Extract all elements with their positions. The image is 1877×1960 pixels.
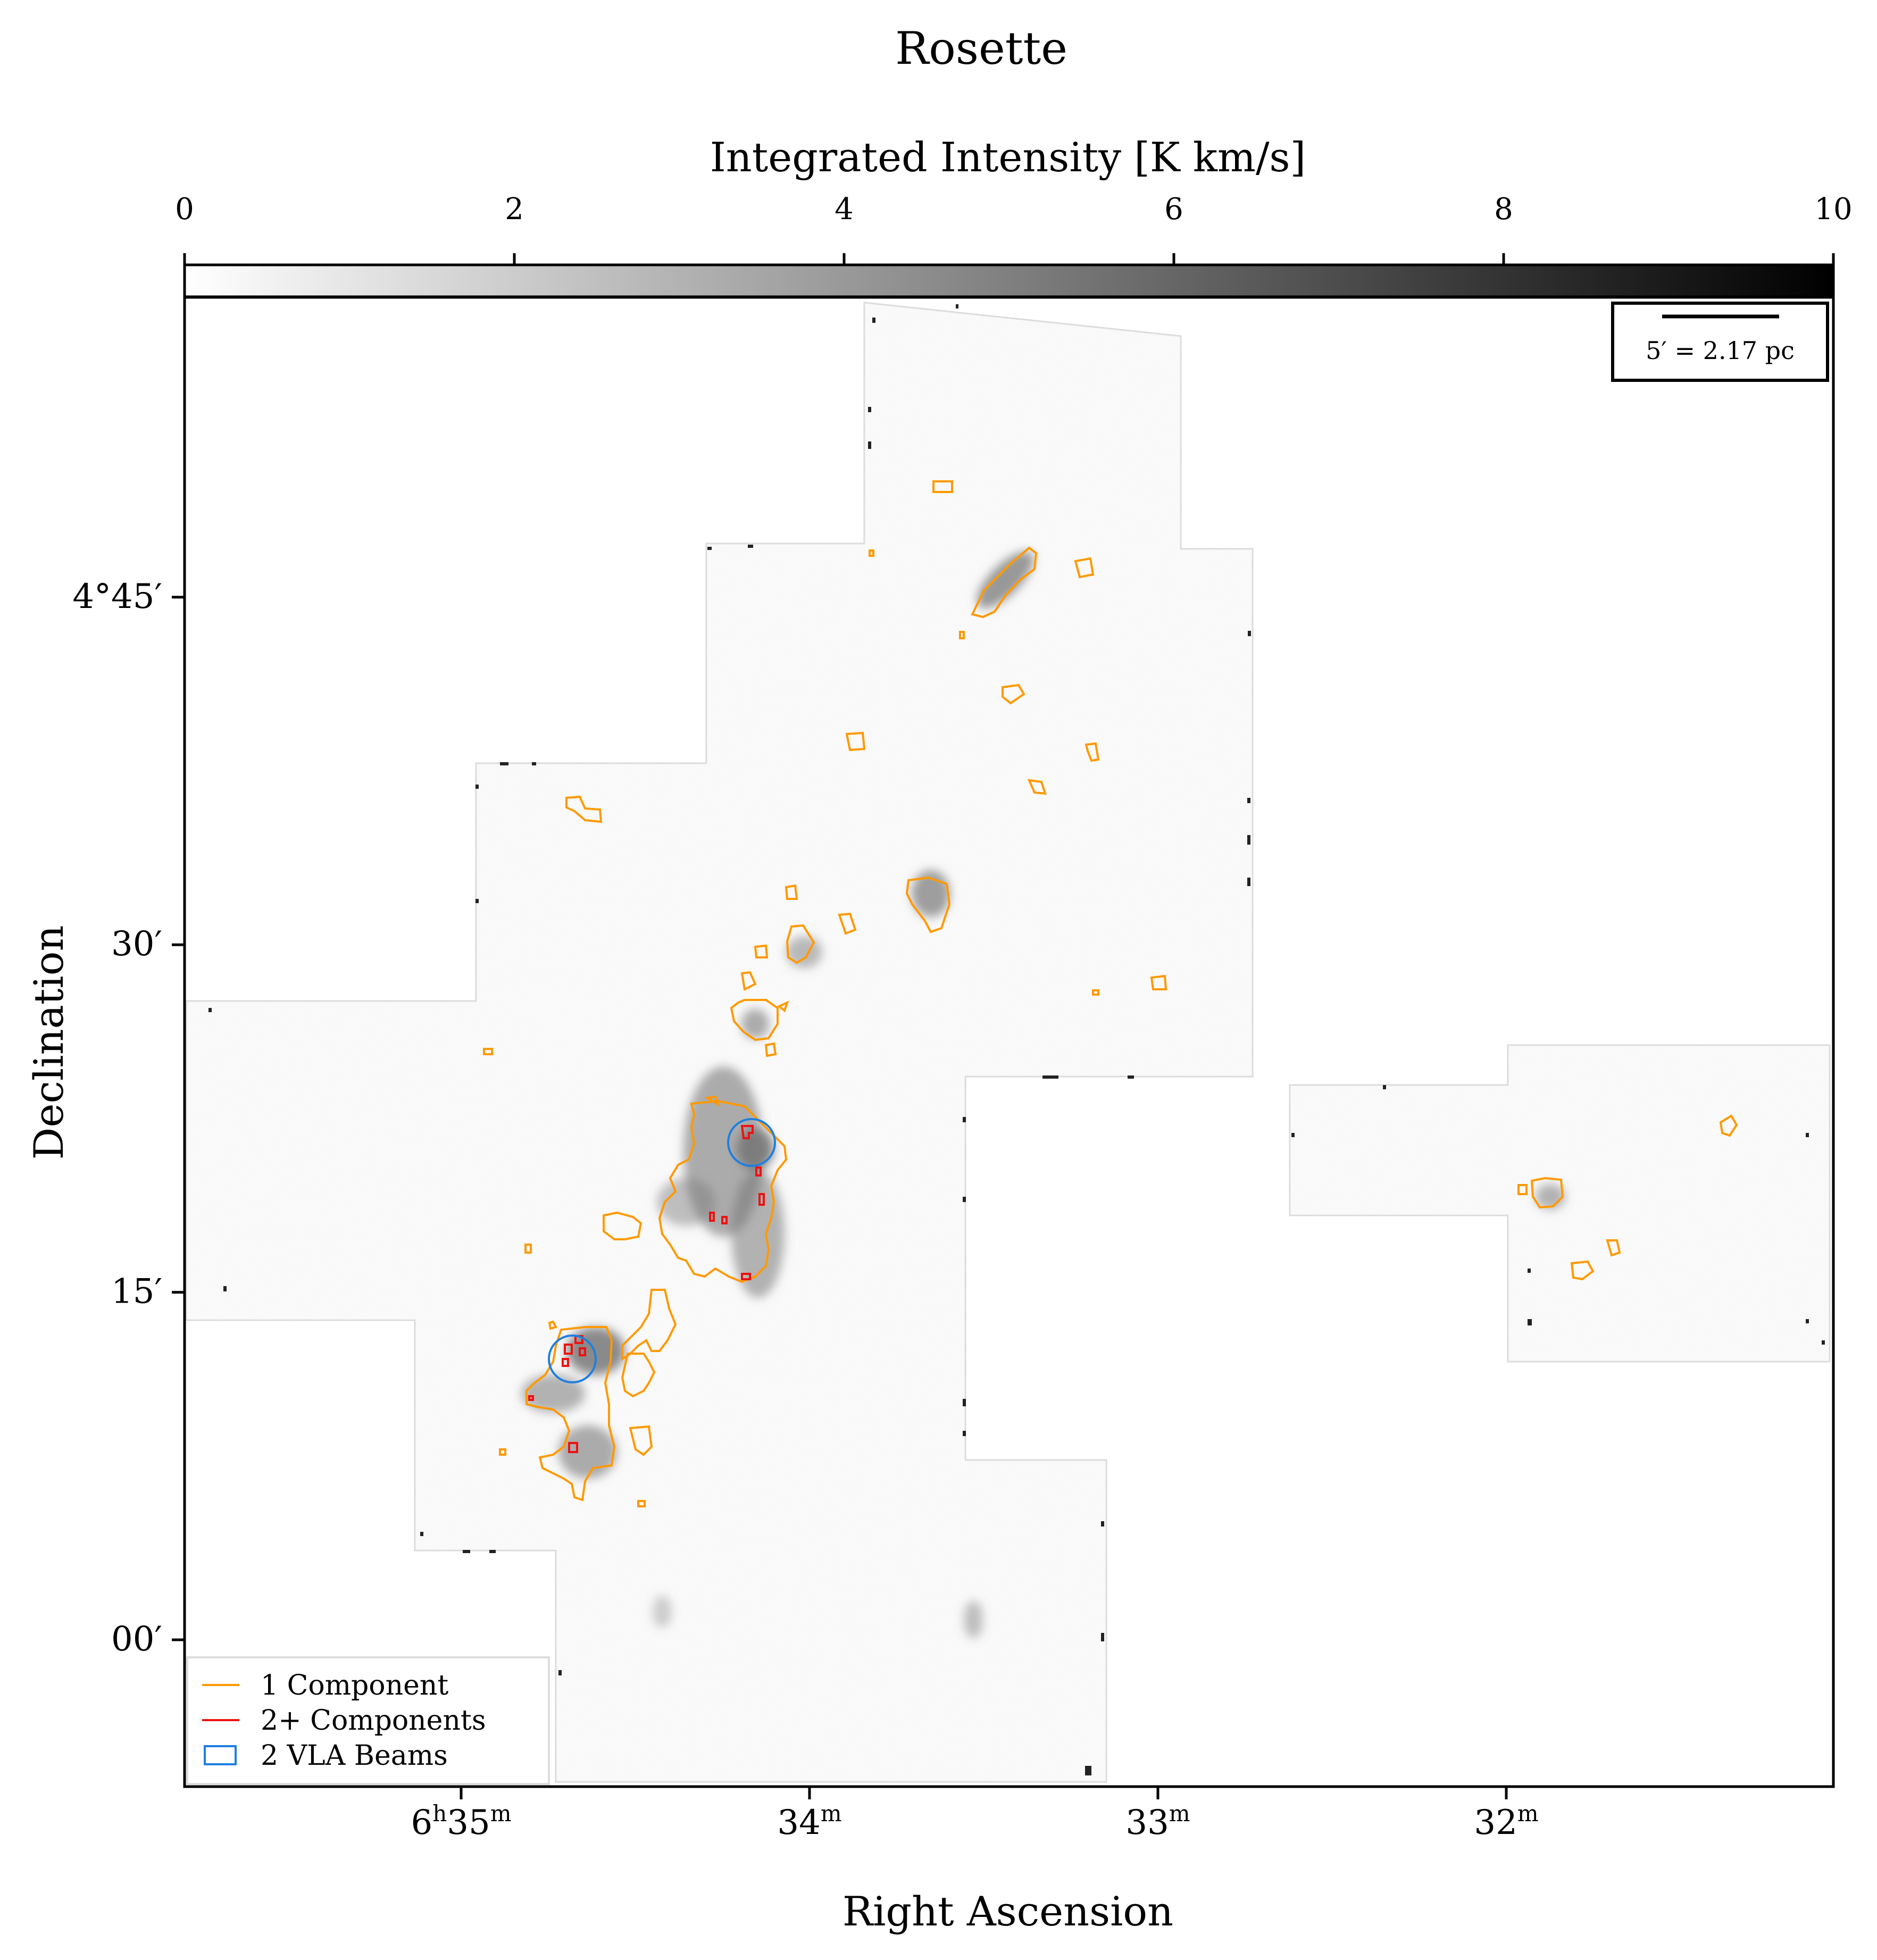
scale-bar-label: 5′ = 2.17 pc (1646, 336, 1795, 365)
vla-beam-north (727, 1118, 776, 1167)
colorbar: Integrated Intensity [K km/s] 0 2 4 6 8 10 (175, 134, 1853, 298)
survey-coverage (185, 302, 1831, 1783)
edge-noise (208, 304, 1825, 1775)
y-tick-label: 15′ (111, 1272, 162, 1312)
vla-beam-south (548, 1335, 597, 1383)
contours-1-component (483, 480, 1738, 1507)
x-tick-label: 6h35m (411, 1800, 511, 1843)
x-tick-label-part: h (432, 1800, 447, 1826)
colorbar-tick-label: 10 (1814, 192, 1852, 227)
vla-beams (548, 1118, 776, 1383)
legend-label: 1 Component (261, 1670, 448, 1702)
colorbar-tick-label: 6 (1164, 192, 1183, 227)
plot-frame (183, 296, 1835, 1788)
legend-label: 2+ Components (261, 1705, 486, 1737)
x-tick-label-part: 6 (411, 1803, 432, 1842)
x-tick-label-part: 35 (447, 1803, 490, 1842)
scale-bar: 5′ = 2.17 pc (1611, 302, 1829, 382)
x-tick-label-part: m (1517, 1800, 1539, 1826)
x-tick-label: 33m (1125, 1800, 1190, 1843)
x-tick-label-part: 33 (1125, 1803, 1169, 1842)
x-tick-label-part: m (821, 1800, 842, 1826)
x-tick-label: 32m (1474, 1800, 1538, 1843)
x-tick-label: 34m (777, 1800, 841, 1843)
x-axis-label: Right Ascension (842, 1888, 1173, 1935)
y-axis-label: Declination (25, 925, 72, 1160)
x-tick-label-part: m (1169, 1800, 1190, 1826)
x-tick-label-part: m (490, 1800, 512, 1826)
x-axis-ticks: 6h35m 34m 33m 32m (411, 1787, 1539, 1843)
colorbar-gradient (183, 263, 1835, 298)
survey-noise (186, 303, 1830, 1782)
y-tick-label: 00′ (111, 1620, 162, 1659)
colorbar-tick-label: 8 (1494, 192, 1513, 227)
legend-label: 2 VLA Beams (261, 1740, 448, 1772)
colorbar-tick-label: 2 (505, 192, 524, 227)
contours-2plus-components (528, 1125, 765, 1453)
y-axis-ticks: 4°45′ 30′ 15′ 00′ (72, 577, 185, 1659)
chart-title: Rosette (895, 22, 1067, 74)
plot-area: 6h35m 34m 33m 32m 4°45′30′15′00′ 5′ = 2.17 … (72, 296, 1835, 1843)
x-tick-label-part: 32 (1474, 1803, 1517, 1842)
y-tick-label: 30′ (111, 924, 162, 964)
y-tick-label: 4°45′ (72, 577, 162, 616)
colorbar-ticks: 0 2 4 6 8 10 (175, 192, 1853, 265)
colorbar-tick-label: 0 (175, 192, 194, 227)
colorbar-tick-label: 4 (835, 192, 854, 227)
colorbar-label: Integrated Intensity [K km/s] (710, 134, 1306, 181)
x-tick-label-part: 34 (777, 1803, 820, 1842)
legend-swatch (204, 1745, 237, 1765)
